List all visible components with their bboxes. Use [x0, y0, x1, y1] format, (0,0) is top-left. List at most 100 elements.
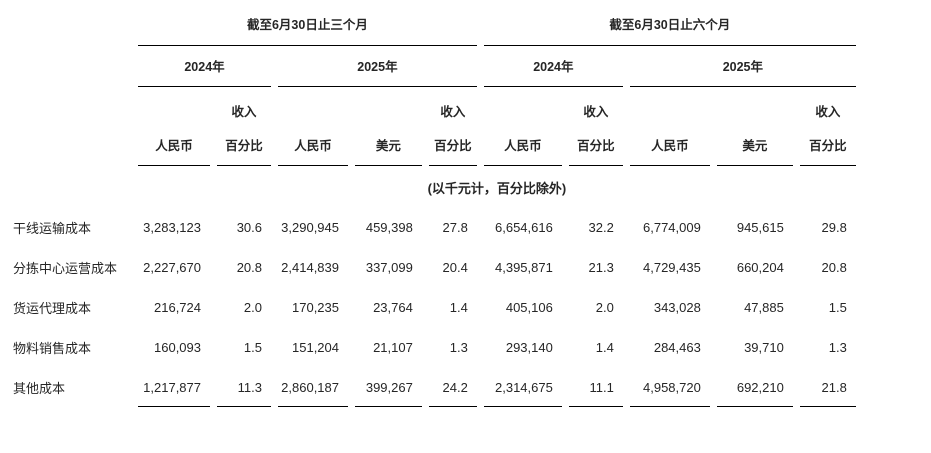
- data-cell: 21,107: [373, 340, 413, 355]
- data-cell: 160,093: [154, 340, 201, 355]
- data-cell: 293,140: [505, 340, 553, 355]
- col-header-rmb: 人民币: [278, 123, 348, 166]
- col-header-pct: 百分比: [428, 123, 477, 166]
- row-label: 货运代理成本: [13, 301, 92, 316]
- units-note-row: (以千元计，百分比除外): [13, 166, 856, 207]
- data-cell: 337,099: [365, 260, 413, 275]
- total-cell: 66.2: [217, 445, 271, 453]
- data-cell: 4,958,720: [629, 367, 710, 407]
- empty-cell: [13, 6, 131, 46]
- data-cell: 1.4: [449, 300, 468, 315]
- data-cell: 2,227,670: [143, 260, 201, 275]
- year-header-2024-3m: 2024年: [138, 46, 271, 87]
- col-header-rmb: 人民币: [483, 123, 562, 166]
- data-cell: 47,885: [744, 300, 784, 315]
- total-row-label: 营业成本总额: [13, 445, 131, 453]
- total-cell: 2,385,624: [717, 445, 793, 453]
- table-row-material-sales: 物料销售成本 160,093 1.5 151,204 21,107 1.3 29…: [13, 327, 856, 367]
- row-label: 其他成本: [13, 381, 66, 396]
- data-cell: 1.5: [828, 300, 847, 315]
- col-header-pct: 百分比: [568, 123, 623, 166]
- data-cell: 4,395,871: [495, 260, 553, 275]
- data-cell: 29.8: [821, 220, 847, 235]
- empty-cell: [717, 87, 793, 123]
- data-cell: 170,235: [292, 300, 339, 315]
- data-cell: 2,414,839: [281, 260, 339, 275]
- income-label: 收入: [583, 105, 609, 119]
- empty-cell: [13, 87, 131, 123]
- row-label: 干线运输成本: [13, 221, 92, 236]
- col-header-pct: 百分比: [217, 123, 271, 166]
- data-cell: 32.2: [588, 220, 614, 235]
- data-cell: 11.1: [568, 367, 623, 407]
- data-cell: 21.3: [588, 260, 614, 275]
- data-cell: 21.8: [799, 367, 856, 407]
- year-header-2025-6m: 2025年: [629, 46, 856, 87]
- data-cell: 4,729,435: [643, 260, 701, 275]
- data-cell: 405,106: [505, 300, 553, 315]
- data-cell: 692,210: [716, 367, 793, 407]
- data-cell: 399,267: [355, 367, 422, 407]
- period-header-three-months: 截至6月30日止三个月: [138, 6, 477, 46]
- table-row-trunk-transport: 干线运输成本 3,283,123 30.6 3,290,945 459,398 …: [13, 207, 856, 247]
- col-header-pct: 百分比: [799, 123, 856, 166]
- data-cell: 20.8: [821, 260, 847, 275]
- empty-cell: [13, 407, 856, 445]
- income-label: 收入: [231, 105, 257, 119]
- data-cell: 24.2: [428, 367, 477, 407]
- data-cell: 20.8: [236, 260, 262, 275]
- data-cell: 343,028: [653, 300, 701, 315]
- period-header-six-months: 截至6月30日止六个月: [483, 6, 856, 46]
- units-note: (以千元计，百分比除外): [427, 181, 567, 196]
- data-cell: 216,724: [154, 300, 201, 315]
- empty-cell: [484, 87, 562, 123]
- data-cell: 2,860,187: [278, 367, 348, 407]
- spacer-row: [13, 407, 856, 445]
- data-cell: 6,774,009: [643, 220, 701, 235]
- row-label: 物料销售成本: [13, 341, 92, 356]
- table-row-freight-forwarding: 货运代理成本 216,724 2.0 170,235 23,764 1.4 40…: [13, 287, 856, 327]
- total-cell: 1,240,635: [355, 445, 422, 453]
- income-label: 收入: [440, 105, 466, 119]
- total-cell: 17,089,655: [630, 445, 710, 453]
- data-cell: 2,314,675: [483, 367, 562, 407]
- operating-costs-table: 截至6月30日止三个月 截至6月30日止六个月 2024年 2025年 2024…: [6, 6, 863, 453]
- year-header-2024-6m: 2024年: [483, 46, 623, 87]
- period-header-row: 截至6月30日止三个月 截至6月30日止六个月: [13, 6, 856, 46]
- total-cell: 14,063,408: [484, 445, 562, 453]
- year-header-2025-3m: 2025年: [278, 46, 477, 87]
- data-cell: 30.6: [236, 220, 262, 235]
- empty-cell: [630, 87, 710, 123]
- data-cell: 1.4: [595, 340, 614, 355]
- table-row-sorting-center: 分拣中心运营成本 2,227,670 20.8 2,414,839 337,09…: [13, 247, 856, 287]
- data-cell: 660,204: [736, 260, 784, 275]
- data-cell: 1.3: [828, 340, 847, 355]
- column-header-row: 人民币 百分比 人民币 美元 百分比 人民币 百分比 人民币 美元 百分比: [13, 123, 856, 166]
- col-header-usd: 美元: [716, 123, 793, 166]
- total-cell: 7,105,487: [138, 445, 210, 453]
- empty-cell: [355, 87, 422, 123]
- income-label-row: 收入 收入 收入 收入: [13, 87, 856, 123]
- data-cell: 27.8: [442, 220, 468, 235]
- data-cell: 1.5: [243, 340, 262, 355]
- empty-cell: [13, 166, 131, 207]
- col-header-rmb: 人民币: [629, 123, 710, 166]
- data-cell: 284,463: [653, 340, 701, 355]
- empty-cell: [13, 46, 131, 87]
- col-header-rmb: 人民币: [138, 123, 210, 166]
- data-cell: 459,398: [365, 220, 413, 235]
- data-cell: 39,710: [744, 340, 784, 355]
- col-header-usd: 美元: [355, 123, 422, 166]
- total-cell: 8,887,410: [278, 445, 348, 453]
- data-cell: 151,204: [292, 340, 339, 355]
- data-cell: 20.4: [442, 260, 468, 275]
- row-label: 分拣中心运营成本: [13, 261, 118, 276]
- data-cell: 945,615: [736, 220, 784, 235]
- total-cell: 68.0: [569, 445, 623, 453]
- data-cell: 1.3: [449, 340, 468, 355]
- data-cell: 3,290,945: [281, 220, 339, 235]
- total-cell: 75.1: [429, 445, 477, 453]
- data-cell: 2.0: [243, 300, 262, 315]
- total-row: 营业成本总额 7,105,487 66.2 8,887,410 1,240,63…: [13, 445, 856, 453]
